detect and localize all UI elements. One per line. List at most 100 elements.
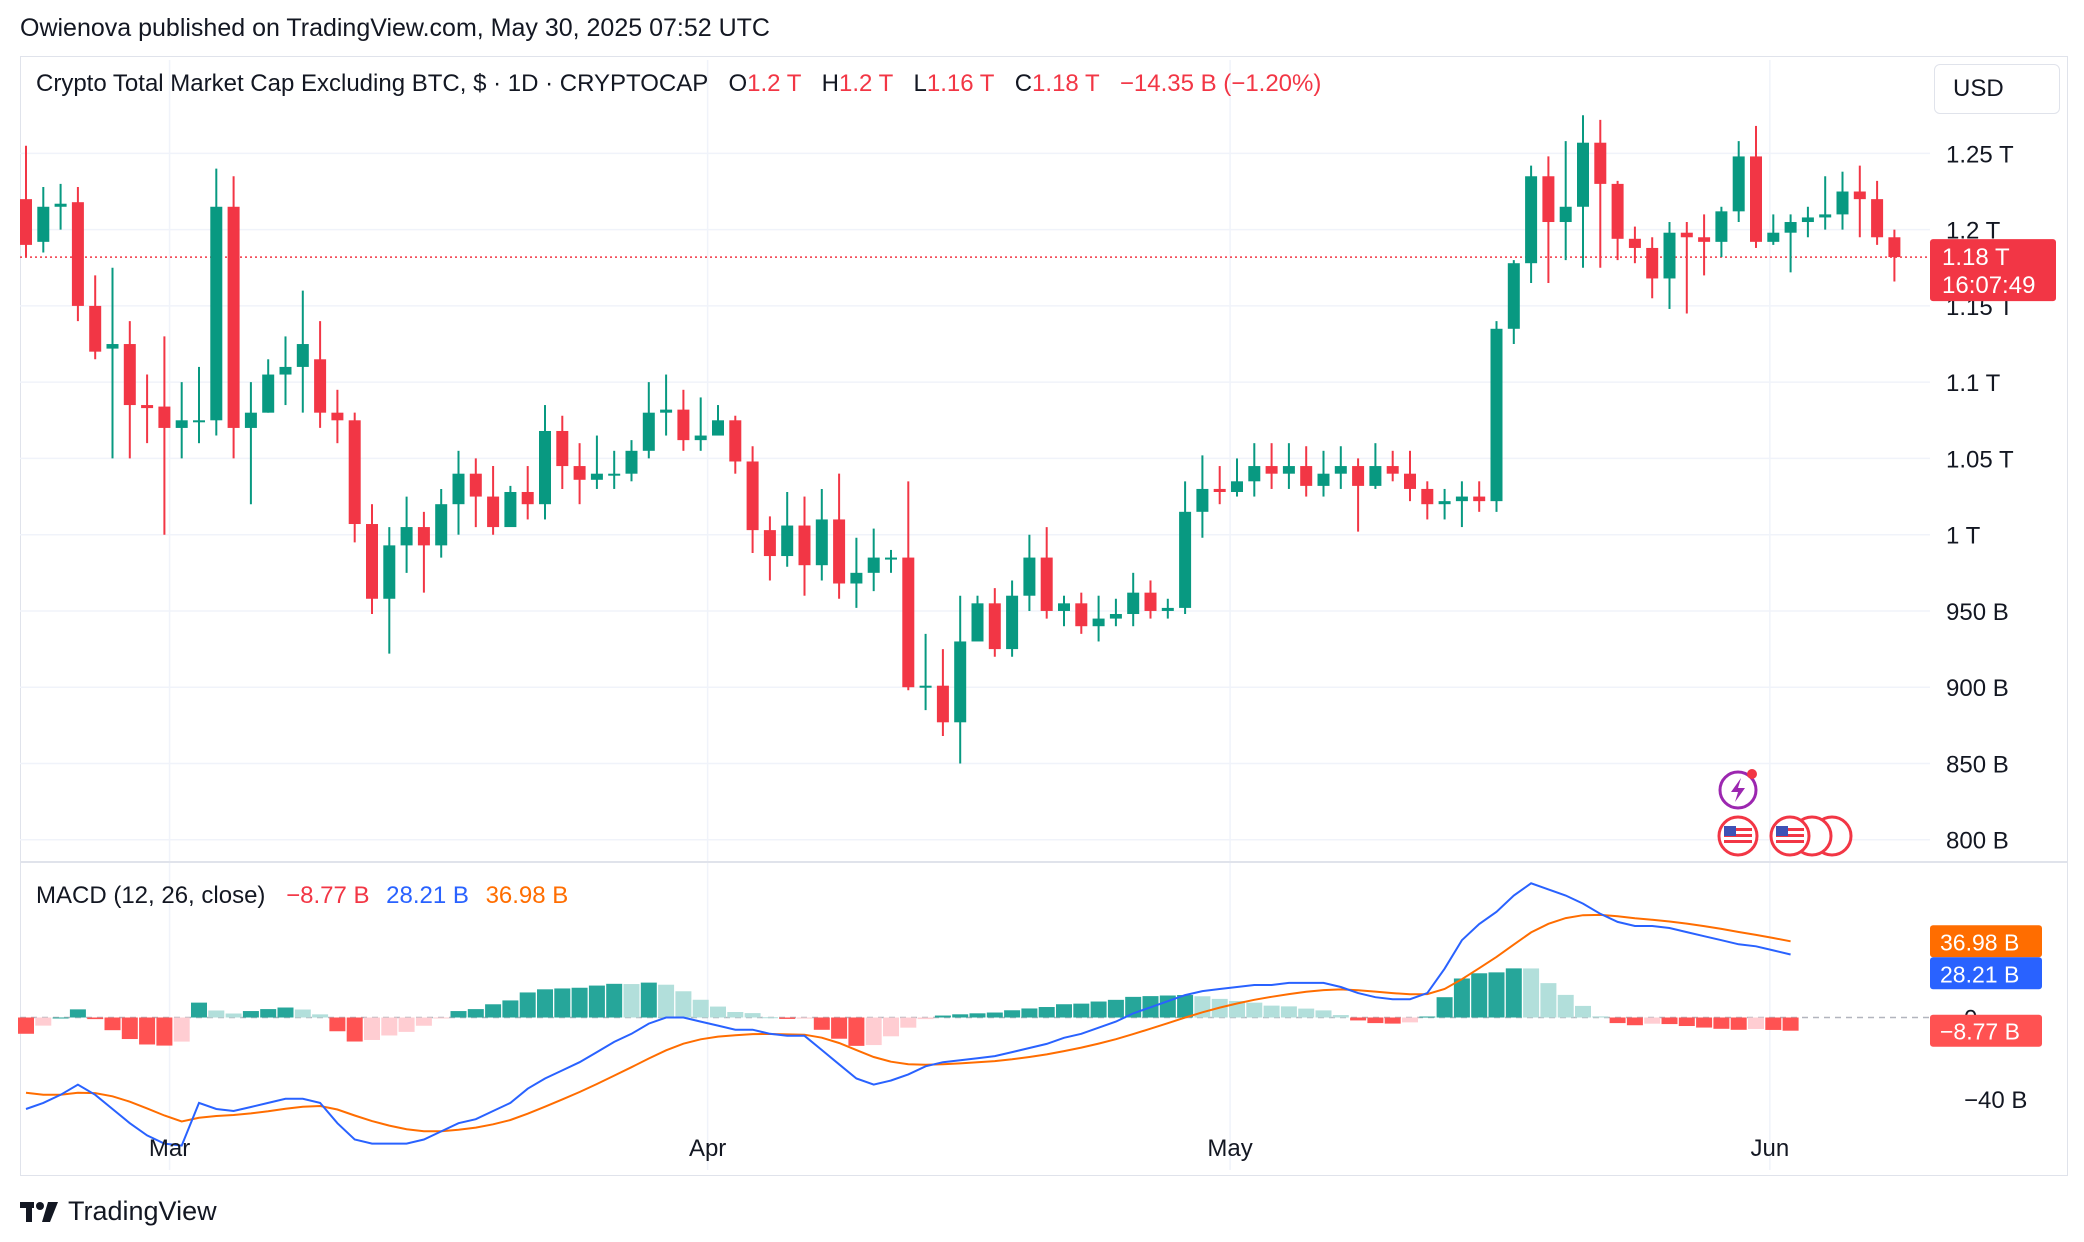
macd-histogram-bar — [1453, 978, 1470, 1018]
macd-histogram-bar — [35, 1017, 52, 1026]
candle-body — [1248, 466, 1261, 482]
macd-histogram-bar — [191, 1002, 207, 1018]
candle-body — [1334, 466, 1347, 474]
candle-body — [366, 524, 378, 599]
macd-histogram-bar — [537, 989, 553, 1018]
candle-body — [694, 435, 707, 441]
candle-body — [227, 206, 240, 428]
candle-body — [1317, 473, 1330, 486]
candle-body — [1871, 199, 1884, 238]
macd-histogram-bar — [52, 1017, 69, 1019]
candle-body — [1801, 217, 1814, 223]
candle-body — [1127, 592, 1140, 615]
macd-histogram-bar — [571, 987, 588, 1018]
candle-body — [1075, 603, 1088, 627]
candle-body — [677, 409, 690, 441]
macd-histogram-bar — [104, 1017, 121, 1031]
candle-body — [539, 430, 551, 505]
macd-histogram-bar — [640, 982, 657, 1018]
candle-body — [1404, 473, 1416, 489]
price-tick-label: 850 B — [1946, 751, 2009, 778]
macd-histogram-bar — [658, 984, 675, 1018]
candle-body — [1680, 232, 1693, 238]
candle-body — [625, 450, 638, 474]
macd-histogram-bar — [1004, 1010, 1021, 1018]
candle-body — [1767, 232, 1780, 242]
candle-body — [763, 530, 776, 557]
candle-body — [850, 572, 863, 584]
macd-histogram-bar — [398, 1017, 415, 1032]
macd-histogram-bar — [364, 1017, 380, 1040]
macd-histogram-bar — [1056, 1004, 1072, 1018]
candle-body — [193, 420, 205, 423]
lightning-event-icon[interactable] — [1716, 766, 1762, 812]
candle-body — [1819, 214, 1832, 218]
macd-histogram-bar — [1557, 994, 1574, 1018]
candle-body — [1161, 607, 1174, 611]
candle-body — [296, 344, 309, 367]
macd-histogram-bar — [779, 1017, 796, 1019]
candle-body — [1663, 232, 1676, 279]
macd-value-tag-label: 28.21 B — [1940, 961, 2019, 987]
tradingview-logo: TradingView — [20, 1196, 217, 1227]
candle-body — [1490, 328, 1503, 502]
macd-histogram-bar — [139, 1017, 156, 1045]
currency-button[interactable]: USD — [1934, 64, 2060, 114]
macd-histogram-bar — [1782, 1017, 1799, 1031]
candle-body — [141, 405, 154, 409]
macd-histogram-bar — [1350, 1017, 1367, 1021]
candle-body — [1473, 496, 1486, 502]
candle-body — [175, 420, 188, 428]
macd-histogram-bar — [692, 999, 709, 1018]
macd-histogram-bar — [87, 1017, 104, 1020]
macd-hist-value: −8.77 B — [286, 882, 370, 909]
chart-frame[interactable] — [20, 56, 2068, 1176]
macd-histogram-bar — [796, 1017, 813, 1019]
hist-value-tag — [1930, 1014, 2042, 1047]
candle-body — [833, 519, 846, 584]
macd-line — [25, 882, 1791, 1147]
macd-histogram-bar — [1367, 1017, 1384, 1024]
macd-histogram-bar — [1159, 995, 1176, 1018]
candle-body — [89, 305, 102, 352]
candle-body — [521, 491, 534, 505]
high-label: H — [821, 70, 839, 97]
candle-body — [608, 473, 621, 476]
macd-histogram-bar — [1177, 995, 1194, 1018]
candle-body — [1213, 488, 1226, 492]
candle-body — [1282, 466, 1295, 474]
macd-histogram-bar — [1609, 1017, 1626, 1024]
candle-body — [71, 202, 84, 306]
macd-histogram-bar — [294, 1009, 311, 1018]
candle-body — [902, 557, 915, 688]
macd-histogram-bar — [242, 1011, 259, 1018]
candle-body — [815, 519, 828, 566]
macd-histogram-bar — [1661, 1017, 1678, 1025]
candle-body — [1853, 191, 1866, 200]
macd-histogram-bar — [433, 1017, 450, 1019]
macd-histogram-bar — [1090, 1001, 1107, 1018]
candle-body — [1455, 496, 1468, 502]
candle-body — [573, 466, 586, 480]
candle-body — [1611, 183, 1624, 239]
price-tick-label: 1 T — [1946, 523, 1981, 550]
macd-histogram-bar — [415, 1017, 432, 1026]
low-value: 1.16 T — [926, 70, 995, 97]
candle-body — [1507, 263, 1520, 329]
close-value: 1.18 T — [1032, 70, 1100, 97]
macd-histogram-bar — [467, 1009, 484, 1018]
open-value: 1.2 T — [747, 70, 801, 97]
candle-body — [1179, 511, 1192, 608]
macd-histogram-bar — [1644, 1017, 1661, 1024]
macd-histogram-bar — [1263, 1005, 1280, 1018]
candle-body — [1369, 466, 1382, 486]
us-flag-event-icon[interactable] — [1716, 814, 1762, 860]
macd-histogram-bar — [277, 1007, 294, 1018]
candle-body — [954, 641, 967, 723]
macd-histogram-bar — [69, 1009, 86, 1018]
us-flag-event-group-icon[interactable] — [1768, 814, 1864, 860]
candle-body — [660, 409, 673, 413]
macd-histogram-bar — [744, 1013, 761, 1018]
macd-histogram-bar — [1471, 973, 1488, 1018]
